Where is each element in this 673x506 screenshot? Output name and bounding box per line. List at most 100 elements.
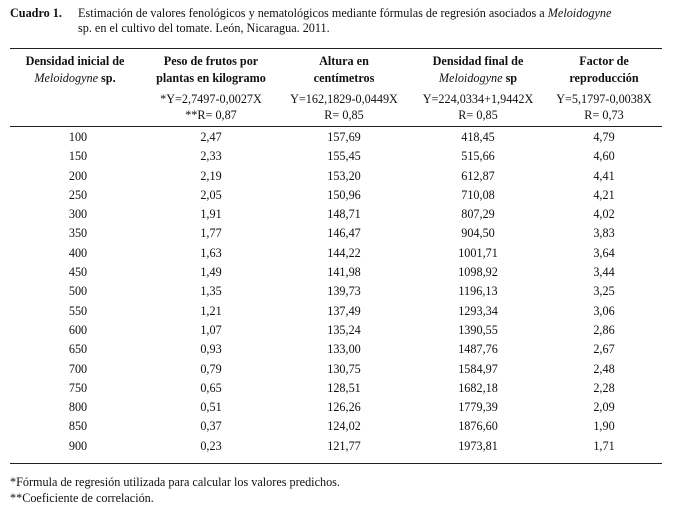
- cell-reproduction-factor: 2,67: [593, 342, 615, 357]
- equation-reproduction-factor: Y=5,1797-0,0038X: [556, 92, 652, 106]
- cell-fruit-weight: 0,37: [200, 419, 222, 434]
- table-caption: Cuadro 1. Estimación de valores fenológic…: [10, 6, 665, 36]
- cell-initial-density: 250: [68, 187, 88, 202]
- cell-fruit-weight: 1,63: [200, 245, 222, 260]
- correlation-fruit-weight: **R= 0,87: [185, 108, 237, 122]
- cell-initial-density: 650: [68, 342, 88, 357]
- cell-final-density: 1001,71: [458, 245, 498, 260]
- table-row: 150 2,33 155,45 515,66 4,60: [10, 149, 662, 168]
- cell-initial-density: 800: [68, 400, 88, 415]
- cell-reproduction-factor: 3,83: [593, 226, 615, 241]
- table-row: 900 0,23 121,77 1973,81 1,71: [10, 439, 662, 458]
- cell-height: 150,96: [327, 187, 361, 202]
- correlation-final-density: R= 0,85: [458, 108, 498, 122]
- cell-final-density: 418,45: [461, 130, 495, 144]
- cell-final-density: 1293,34: [458, 303, 498, 318]
- cell-fruit-weight: 2,33: [200, 149, 222, 164]
- cell-initial-density: 150: [68, 149, 88, 164]
- table-row: 300 1,91 148,71 807,29 4,02: [10, 207, 662, 226]
- caption-italic-genus: Meloidogyne: [547, 6, 612, 20]
- cell-fruit-weight: 2,47: [200, 130, 222, 144]
- cell-reproduction-factor: 4,60: [593, 149, 615, 164]
- cell-initial-density: 200: [68, 168, 88, 183]
- cell-final-density: 612,87: [461, 168, 495, 183]
- cell-height: 135,24: [327, 322, 361, 337]
- header-initial-density: Densidad inicial de Meloidogyne sp.: [25, 54, 125, 85]
- table-top-rule: [10, 48, 662, 49]
- cell-reproduction-factor: 2,28: [593, 380, 615, 395]
- cell-initial-density: 400: [68, 245, 88, 260]
- cell-height: 133,00: [327, 342, 361, 357]
- cell-reproduction-factor: 1,71: [593, 438, 615, 453]
- cell-fruit-weight: 2,05: [200, 187, 222, 202]
- regression-equation-row: *Y=2,7497-0,0027X Y=162,1829-0,0449X Y=2…: [10, 92, 662, 109]
- cell-fruit-weight: 1,49: [200, 265, 222, 280]
- table-row: 450 1,49 141,98 1098,92 3,44: [10, 265, 662, 284]
- correlation-row: **R= 0,87 R= 0,85 R= 0,85 R= 0,73: [10, 108, 662, 125]
- cell-fruit-weight: 1,91: [200, 207, 222, 222]
- cell-initial-density: 700: [68, 361, 88, 376]
- cell-fruit-weight: 1,77: [200, 226, 222, 241]
- cell-height: 153,20: [327, 168, 361, 183]
- cell-height: 137,49: [327, 303, 361, 318]
- cell-height: 126,26: [327, 400, 361, 415]
- cell-final-density: 1682,18: [458, 380, 498, 395]
- table-body: 100 2,47 157,69 418,45 4,79 150 2,33 155,45 515,…: [10, 130, 662, 458]
- cell-reproduction-factor: 4,21: [593, 187, 615, 202]
- cell-height: 139,73: [327, 284, 361, 299]
- cell-reproduction-factor: 4,79: [593, 130, 615, 144]
- table-row: 200 2,19 153,20 612,87 4,41: [10, 169, 662, 188]
- cell-final-density: 515,66: [461, 149, 495, 164]
- table-header-rule: [10, 126, 662, 127]
- cell-initial-density: 350: [68, 226, 88, 241]
- cell-final-density: 1390,55: [458, 322, 498, 337]
- cell-height: 121,77: [327, 438, 361, 453]
- caption-line-1: Cuadro 1. Estimación de valores fenológic…: [10, 6, 665, 21]
- cell-reproduction-factor: 2,48: [593, 361, 615, 376]
- cell-initial-density: 750: [68, 380, 88, 395]
- cell-fruit-weight: 2,19: [200, 168, 222, 183]
- table-row: 650 0,93 133,00 1487,76 2,67: [10, 342, 662, 361]
- correlation-reproduction-factor: R= 0,73: [584, 108, 624, 122]
- table-row: 350 1,77 146,47 904,50 3,83: [10, 226, 662, 245]
- cell-final-density: 1779,39: [458, 400, 498, 415]
- cell-fruit-weight: 0,79: [200, 361, 222, 376]
- table-bottom-rule: [10, 463, 662, 464]
- cell-height: 155,45: [327, 149, 361, 164]
- cell-initial-density: 600: [68, 322, 88, 337]
- table-row: 800 0,51 126,26 1779,39 2,09: [10, 400, 662, 419]
- cell-final-density: 1098,92: [458, 265, 498, 280]
- caption-line-2: sp. en el cultivo del tomate. León, Nica…: [78, 21, 330, 35]
- cell-initial-density: 900: [68, 438, 88, 453]
- cell-height: 148,71: [327, 207, 361, 222]
- cell-fruit-weight: 0,23: [200, 438, 222, 453]
- header-height: Altura en centímetros: [313, 54, 375, 85]
- table-row: 400 1,63 144,22 1001,71 3,64: [10, 246, 662, 265]
- footnote-formula: *Fórmula de regresión utilizada para cal…: [10, 475, 340, 489]
- cell-final-density: 1584,97: [458, 361, 498, 376]
- cell-fruit-weight: 1,35: [200, 284, 222, 299]
- cell-final-density: 904,50: [461, 226, 495, 241]
- caption-label: Cuadro 1.: [10, 6, 62, 20]
- table-header-row: Densidad inicial de Meloidogyne sp. Peso…: [10, 53, 662, 89]
- cell-reproduction-factor: 3,25: [593, 284, 615, 299]
- cell-initial-density: 300: [68, 207, 88, 222]
- cell-height: 157,69: [327, 130, 361, 144]
- cell-reproduction-factor: 3,06: [593, 303, 615, 318]
- table-row: 500 1,35 139,73 1196,13 3,25: [10, 284, 662, 303]
- header-reproduction-factor: Factor de reproducción: [569, 54, 639, 85]
- equation-fruit-weight: *Y=2,7497-0,0027X: [160, 92, 262, 106]
- table-row: 600 1,07 135,24 1390,55 2,86: [10, 323, 662, 342]
- cell-height: 144,22: [327, 245, 361, 260]
- equation-height: Y=162,1829-0,0449X: [290, 92, 398, 106]
- cell-final-density: 1973,81: [458, 438, 498, 453]
- cell-reproduction-factor: 2,09: [593, 400, 615, 415]
- cell-fruit-weight: 1,21: [200, 303, 222, 318]
- table-row: 850 0,37 124,02 1876,60 1,90: [10, 419, 662, 438]
- cell-final-density: 1876,60: [458, 419, 498, 434]
- cell-reproduction-factor: 1,90: [593, 419, 615, 434]
- cell-fruit-weight: 0,93: [200, 342, 222, 357]
- cell-initial-density: 850: [68, 419, 88, 434]
- cell-reproduction-factor: 4,41: [593, 168, 615, 183]
- cell-final-density: 710,08: [461, 187, 495, 202]
